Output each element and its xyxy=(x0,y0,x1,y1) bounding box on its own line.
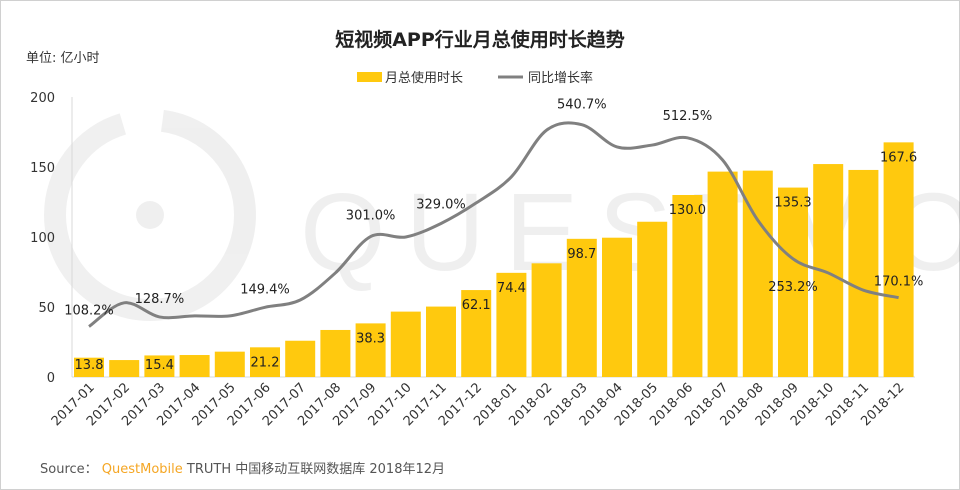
bar-2018-05 xyxy=(637,221,668,377)
line-data-label: 253.2% xyxy=(768,280,818,295)
bar-2017-09 xyxy=(355,323,386,377)
chart-title: 短视频APP行业月总使用时长趋势 xyxy=(335,28,625,51)
source-brand: QuestMobile xyxy=(101,462,183,477)
legend-swatch-bar xyxy=(357,72,382,82)
y-tick-label: 0 xyxy=(47,371,55,386)
y-tick-label: 200 xyxy=(30,91,55,106)
bar-2017-10 xyxy=(390,311,421,377)
source-text: TRUTH 中国移动互联网数据库 2018年12月 xyxy=(186,462,446,477)
bar-2018-04 xyxy=(602,237,632,377)
line-data-label: 108.2% xyxy=(64,304,114,319)
source-note: Source： QuestMobile TRUTH 中国移动互联网数据库 201… xyxy=(40,458,445,477)
bar-2018-12 xyxy=(883,142,914,377)
unit-label: 单位: 亿小时 xyxy=(26,51,100,66)
bar-2018-03 xyxy=(566,238,597,377)
bar-2017-11 xyxy=(426,306,456,377)
line-data-label: 540.7% xyxy=(557,98,607,113)
bar-2018-06 xyxy=(672,195,703,377)
bar-data-label: 167.6 xyxy=(880,150,917,165)
bar-data-label: 98.7 xyxy=(567,247,596,262)
bar-2017-06 xyxy=(250,347,280,377)
legend: 月总使用时长 同比增长率 xyxy=(357,70,593,86)
y-tick-label: 100 xyxy=(30,231,55,246)
legend-label-bar: 月总使用时长 xyxy=(385,70,463,86)
legend-label-line: 同比增长率 xyxy=(528,70,593,86)
line-data-label: 301.0% xyxy=(346,209,396,224)
bar-data-label: 15.4 xyxy=(145,358,174,373)
bar-data-label: 135.3 xyxy=(774,196,811,211)
bar-2017-08 xyxy=(320,329,351,377)
bar-data-label: 13.8 xyxy=(75,358,104,373)
bar-2017-04 xyxy=(179,355,210,377)
bar-2018-02 xyxy=(531,263,562,377)
line-data-label: 329.0% xyxy=(416,197,466,212)
bar-2018-11 xyxy=(848,169,879,377)
bar-data-label: 21.2 xyxy=(251,355,280,370)
source-prefix: Source： xyxy=(40,462,98,477)
line-data-label: 512.5% xyxy=(663,109,713,124)
y-tick-label: 150 xyxy=(30,161,55,176)
bar-2017-07 xyxy=(285,340,316,377)
bar-2017-05 xyxy=(214,351,245,377)
bar-2017-01 xyxy=(74,357,104,377)
y-tick-label: 50 xyxy=(38,301,55,316)
bar-data-label: 62.1 xyxy=(462,298,491,313)
bar-data-label: 38.3 xyxy=(356,331,385,346)
bar-2018-07 xyxy=(707,171,738,377)
line-data-label: 170.1% xyxy=(874,275,924,290)
line-data-label: 149.4% xyxy=(240,282,290,297)
bar-2018-01 xyxy=(496,272,527,377)
bar-2017-12 xyxy=(461,290,492,377)
bar-data-label: 130.0 xyxy=(669,203,706,218)
bar-2017-02 xyxy=(109,360,140,377)
bar-2017-03 xyxy=(144,355,175,377)
growth-rate-line xyxy=(88,121,899,328)
line-data-label: 128.7% xyxy=(135,292,185,307)
bar-2018-09 xyxy=(778,187,808,377)
bar-data-label: 74.4 xyxy=(497,281,526,296)
